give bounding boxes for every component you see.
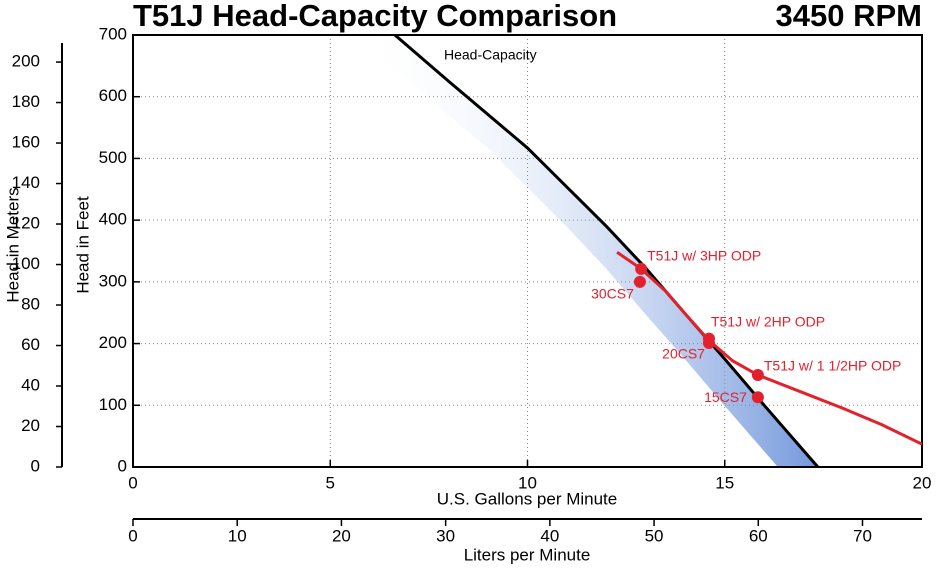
x-tick-label: 15 — [715, 473, 734, 492]
y-meters-tick-label: 20 — [21, 416, 40, 435]
curve-shade — [354, 35, 818, 467]
y-meters-tick-label: 200 — [12, 52, 40, 71]
x-tick-label: 20 — [913, 473, 932, 492]
x-axis-label: U.S. Gallons per Minute — [437, 489, 617, 508]
series-line — [616, 251, 922, 446]
point — [751, 391, 764, 404]
y-meters-tick-label: 0 — [31, 456, 40, 475]
y-axis-label: Head in Feet — [73, 196, 92, 294]
y-tick-label: 700 — [99, 24, 127, 43]
y-meters-tick-label: 100 — [12, 254, 40, 273]
point — [751, 369, 764, 382]
y-meters-tick-label: 80 — [21, 295, 40, 314]
point-label: T51J w/ 3HP ODP — [647, 248, 761, 264]
point-label: T51J w/ 1 1/2HP ODP — [764, 358, 901, 374]
y-tick-label: 0 — [118, 456, 127, 475]
x-tick-label: 10 — [518, 473, 537, 492]
x-liters-tick-label: 50 — [645, 526, 664, 545]
x-liters-tick-label: 40 — [540, 526, 559, 545]
y-meters-tick-label: 60 — [21, 335, 40, 354]
point-label: 20CS7 — [662, 346, 705, 362]
legend-label: Head-Capacity — [444, 47, 537, 63]
y-meters-tick-label: 140 — [12, 173, 40, 192]
x-liters-tick-label: 30 — [436, 526, 455, 545]
y-meters-tick-label: 160 — [12, 133, 40, 152]
point-label: 30CS7 — [591, 286, 634, 302]
x-liters-label: Liters per Minute — [464, 545, 591, 564]
x-tick-label: 5 — [326, 473, 335, 492]
x-liters-tick-label: 10 — [228, 526, 247, 545]
x-liters-tick-label: 60 — [749, 526, 768, 545]
y-tick-label: 300 — [99, 271, 127, 290]
chart-title: T51J Head-Capacity Comparison — [133, 0, 617, 33]
chart-subtitle: 3450 RPM — [776, 0, 922, 33]
plot-frame — [132, 34, 923, 468]
y-tick-label: 200 — [99, 333, 127, 352]
x-liters-tick-label: 0 — [128, 526, 137, 545]
point-label: 15CS7 — [704, 389, 747, 405]
y-meters-tick-label: 180 — [12, 92, 40, 111]
y-tick-label: 500 — [99, 148, 127, 167]
y-meters-tick-label: 120 — [12, 214, 40, 233]
y-tick-label: 100 — [99, 395, 127, 414]
y-tick-label: 400 — [99, 210, 127, 229]
y-meters-label: Head in Meters — [3, 187, 22, 302]
x-tick-label: 0 — [128, 473, 137, 492]
point-label: T51J w/ 2HP ODP — [711, 313, 825, 329]
point — [633, 275, 646, 288]
y-tick-label: 600 — [99, 86, 127, 105]
y-meters-tick-label: 40 — [21, 375, 40, 394]
point — [635, 262, 648, 275]
point — [702, 336, 715, 349]
x-liters-tick-label: 20 — [332, 526, 351, 545]
x-liters-tick-label: 70 — [853, 526, 872, 545]
